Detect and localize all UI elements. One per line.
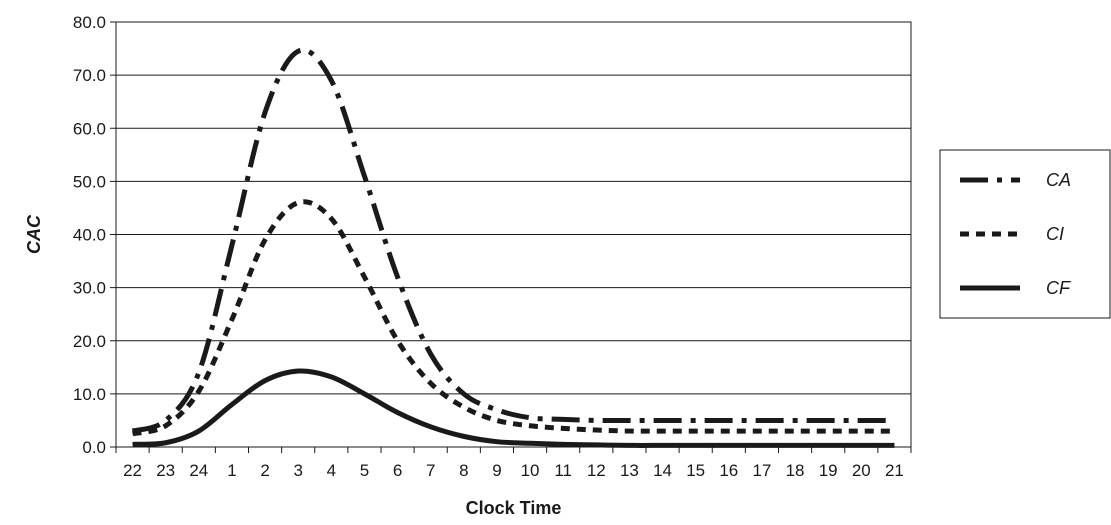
- x-tick-label: 15: [686, 461, 705, 480]
- y-tick-label: 80.0: [73, 13, 106, 32]
- y-tick-label: 20.0: [73, 332, 106, 351]
- x-tick-label: 10: [521, 461, 540, 480]
- x-tick-label: 7: [426, 461, 435, 480]
- x-tick-label: 18: [786, 461, 805, 480]
- x-tick-label: 6: [393, 461, 402, 480]
- series-line-cf: [132, 368, 895, 448]
- x-tick-label: 3: [293, 461, 302, 480]
- y-tick-label: 10.0: [73, 385, 106, 404]
- x-tick-label: 17: [752, 461, 771, 480]
- x-tick-label: 23: [156, 461, 175, 480]
- x-tick-label: 20: [852, 461, 871, 480]
- x-tick-label: 14: [653, 461, 672, 480]
- y-tick-label: 0.0: [82, 438, 106, 457]
- x-tick-label: 11: [554, 461, 572, 480]
- x-tick-label: 24: [189, 461, 208, 480]
- x-tick-label: 2: [260, 461, 269, 480]
- legend: CA CI CF: [939, 149, 1111, 319]
- y-tick-label: 50.0: [73, 172, 106, 191]
- x-tick-label: 1: [227, 461, 236, 480]
- x-tick-label: 5: [360, 461, 369, 480]
- x-tick-label: 16: [719, 461, 738, 480]
- x-tick-label: 13: [620, 461, 639, 480]
- x-tick-label: 4: [327, 461, 336, 480]
- y-tick-label: 40.0: [73, 226, 106, 245]
- x-tick-label: 12: [587, 461, 606, 480]
- x-tick-label: 22: [123, 461, 142, 480]
- y-axis-title: CAC: [24, 214, 44, 254]
- x-tick-label: 21: [885, 461, 904, 480]
- x-tick-label: 19: [819, 461, 838, 480]
- x-tick-label: 9: [492, 461, 501, 480]
- y-tick-label: 30.0: [73, 279, 106, 298]
- series-line-ci: [131, 199, 895, 437]
- legend-label-cf: CF: [1046, 278, 1071, 298]
- y-axis-ticks: 0.0 10.0 20.0 30.0 40.0 50.0 60.0 70.0 80.0: [73, 13, 116, 457]
- y-tick-label: 70.0: [73, 66, 106, 85]
- series-lines: [131, 47, 895, 448]
- series-line-ca: [131, 47, 895, 434]
- y-tick-label: 60.0: [73, 119, 106, 138]
- x-tick-label: 8: [459, 461, 468, 480]
- legend-label-ci: CI: [1046, 224, 1064, 244]
- legend-label-ca: CA: [1046, 170, 1071, 190]
- x-axis-title: Clock Time: [466, 498, 562, 518]
- x-axis-ticks: 22 23 24 1 2 3 4 5 6 7 8 9 10 11 12 13 14 15 16 17 18 19 20 21: [115, 447, 912, 480]
- gridlines: [116, 74, 911, 395]
